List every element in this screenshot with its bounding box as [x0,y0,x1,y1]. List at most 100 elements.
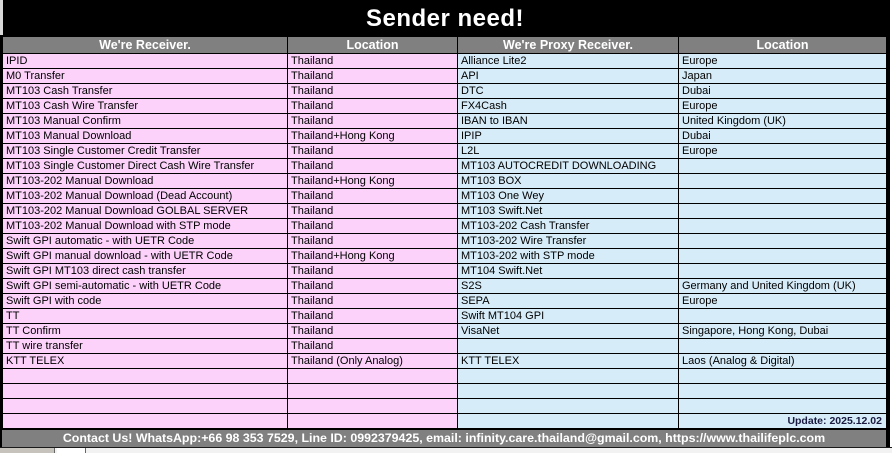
cell-proxy-location[interactable]: Germany and United Kingdom (UK) [678,278,887,294]
cell-receiver[interactable]: M0 Transfer [2,68,288,84]
cell-receiver-location[interactable] [287,413,458,429]
cell-receiver[interactable] [2,383,288,399]
cell-receiver-location[interactable]: Thailand+Hong Kong [287,128,458,144]
cell-receiver[interactable]: Swift GPI semi-automatic - with UETR Cod… [2,278,288,294]
cell-proxy[interactable]: MT103-202 Cash Transfer [457,218,679,234]
cell-receiver[interactable]: TT Confirm [2,323,288,339]
sheet-tab-active[interactable] [57,448,86,453]
cell-proxy-location[interactable]: Dubai [678,83,887,99]
cell-receiver[interactable]: MT103-202 Manual Download with STP mode [2,218,288,234]
cell-receiver[interactable] [2,413,288,429]
cell-receiver[interactable]: MT103 Manual Confirm [2,113,288,129]
cell-receiver-location[interactable] [287,398,458,414]
cell-proxy-location[interactable] [678,263,887,279]
cell-proxy-location[interactable] [678,248,887,264]
cell-receiver-location[interactable]: Thailand [287,278,458,294]
cell-proxy[interactable]: MT104 Swift.Net [457,263,679,279]
cell-receiver-location[interactable]: Thailand [287,158,458,174]
cell-receiver[interactable]: MT103 Manual Download [2,128,288,144]
cell-receiver-location[interactable]: Thailand [287,218,458,234]
cell-receiver-location[interactable]: Thailand [287,188,458,204]
cell-proxy[interactable] [457,368,679,384]
cell-proxy[interactable]: MT103 Swift.Net [457,203,679,219]
cell-proxy[interactable]: DTC [457,83,679,99]
cell-proxy[interactable]: L2L [457,143,679,159]
cell-proxy-location[interactable] [678,203,887,219]
cell-proxy[interactable]: MT103-202 with STP mode [457,248,679,264]
cell-proxy[interactable] [457,383,679,399]
cell-receiver-location[interactable]: Thailand [287,293,458,309]
cell-proxy-location[interactable]: Laos (Analog & Digital) [678,353,887,369]
cell-receiver-location[interactable]: Thailand [287,308,458,324]
cell-receiver-location[interactable]: Thailand+Hong Kong [287,173,458,189]
cell-proxy-location[interactable]: Europe [678,293,887,309]
cell-receiver-location[interactable]: Thailand [287,83,458,99]
cell-receiver[interactable]: MT103-202 Manual Download [2,173,288,189]
cell-receiver[interactable]: Swift GPI with code [2,293,288,309]
cell-proxy-location[interactable]: Europe [678,53,887,69]
cell-proxy[interactable] [457,398,679,414]
cell-proxy[interactable]: MT103 One Wey [457,188,679,204]
cell-receiver-location[interactable]: Thailand [287,98,458,114]
cell-proxy-location[interactable]: Japan [678,68,887,84]
cell-receiver-location[interactable]: Thailand [287,233,458,249]
cell-receiver[interactable]: MT103 Cash Transfer [2,83,288,99]
cell-receiver[interactable]: MT103-202 Manual Download (Dead Account) [2,188,288,204]
cell-proxy-location[interactable]: Europe [678,98,887,114]
cell-receiver-location[interactable]: Thailand [287,113,458,129]
column-header-receiver-location[interactable]: Location [287,36,458,54]
cell-receiver-location[interactable]: Thailand [287,263,458,279]
cell-receiver-location[interactable]: Thailand [287,323,458,339]
cell-proxy-location[interactable] [678,338,887,354]
cell-receiver[interactable]: IPID [2,53,288,69]
cell-proxy-location[interactable] [678,218,887,234]
cell-receiver-location[interactable]: Thailand+Hong Kong [287,248,458,264]
cell-receiver-location[interactable]: Thailand [287,143,458,159]
cell-receiver-location[interactable]: Thailand [287,203,458,219]
cell-proxy[interactable]: MT103 AUTOCREDIT DOWNLOADING [457,158,679,174]
cell-proxy-location[interactable]: Singapore, Hong Kong, Dubai [678,323,887,339]
cell-receiver[interactable]: TT [2,308,288,324]
cell-proxy[interactable]: FX4Cash [457,98,679,114]
cell-proxy[interactable]: SEPA [457,293,679,309]
cell-proxy[interactable] [457,338,679,354]
cell-proxy-location[interactable]: Dubai [678,128,887,144]
cell-proxy[interactable]: VisaNet [457,323,679,339]
cell-receiver[interactable]: Swift GPI MT103 direct cash transfer [2,263,288,279]
update-note-cell[interactable]: Update: 2025.12.02 [678,413,887,429]
cell-receiver[interactable]: Swift GPI manual download - with UETR Co… [2,248,288,264]
cell-receiver[interactable] [2,398,288,414]
cell-receiver-location[interactable]: Thailand (Only Analog) [287,353,458,369]
cell-receiver[interactable]: MT103-202 Manual Download GOLBAL SERVER [2,203,288,219]
cell-proxy[interactable]: IPIP [457,128,679,144]
cell-proxy-location[interactable]: United Kingdom (UK) [678,113,887,129]
cell-receiver-location[interactable]: Thailand [287,53,458,69]
cell-proxy-location[interactable] [678,368,887,384]
cell-proxy[interactable]: KTT TELEX [457,353,679,369]
cell-receiver[interactable]: TT wire transfer [2,338,288,354]
cell-proxy[interactable]: IBAN to IBAN [457,113,679,129]
cell-receiver[interactable] [2,368,288,384]
cell-proxy[interactable]: Swift MT104 GPI [457,308,679,324]
cell-receiver[interactable]: KTT TELEX [2,353,288,369]
cell-proxy[interactable] [457,413,679,429]
cell-receiver[interactable]: Swift GPI automatic - with UETR Code [2,233,288,249]
cell-receiver[interactable]: MT103 Single Customer Direct Cash Wire T… [2,158,288,174]
cell-proxy[interactable]: API [457,68,679,84]
cell-proxy-location[interactable] [678,308,887,324]
cell-proxy[interactable]: Alliance Lite2 [457,53,679,69]
sheet-tab[interactable] [0,448,55,453]
cell-proxy-location[interactable] [678,158,887,174]
column-header-proxy-location[interactable]: Location [678,36,887,54]
column-header-proxy-receiver[interactable]: We're Proxy Receiver. [457,36,679,54]
cell-proxy[interactable]: MT103 BOX [457,173,679,189]
cell-receiver[interactable]: MT103 Cash Wire Transfer [2,98,288,114]
cell-proxy-location[interactable] [678,188,887,204]
cell-receiver-location[interactable] [287,383,458,399]
cell-receiver-location[interactable]: Thailand [287,338,458,354]
cell-proxy[interactable]: S2S [457,278,679,294]
cell-receiver[interactable]: MT103 Single Customer Credit Transfer [2,143,288,159]
cell-proxy-location[interactable] [678,173,887,189]
cell-proxy-location[interactable]: Europe [678,143,887,159]
cell-receiver-location[interactable]: Thailand [287,68,458,84]
